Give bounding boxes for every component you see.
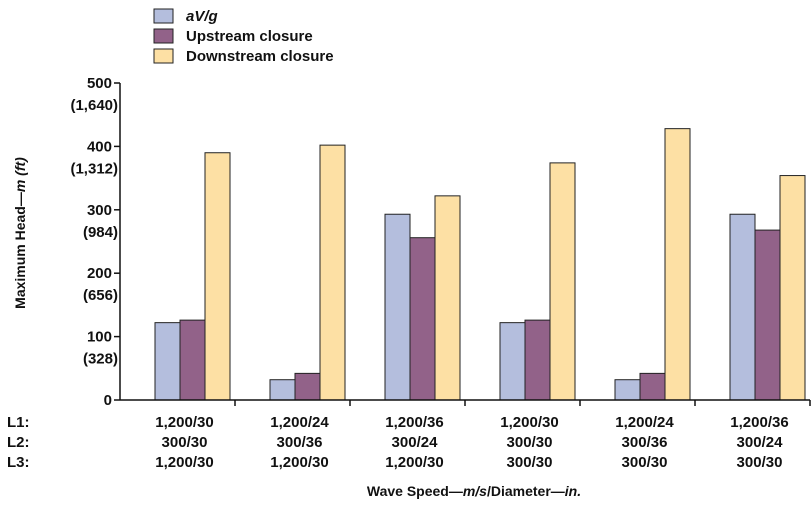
category-label-2-l2: 300/24 [392,434,439,451]
legend-label-0: aV/g [186,8,218,25]
y-tick-label-4: 400 [87,138,112,155]
row-label-0: L1: [7,414,30,431]
y-tick-label-2: 200 [87,265,112,282]
x-axis: L1: L2: L3: 1,200/30 300/30 1,200/30 1,200/24 3… [7,399,811,471]
category-label-3-l1: 1,200/30 [500,414,558,431]
y-axis-title-main: Maximum Head— [12,192,28,309]
category-label-5-l3: 300/30 [737,454,783,471]
y-tick-sublabel-2: (656) [83,287,118,304]
y-tick-label-5: 500 [87,75,112,92]
y-tick-label-0: 0 [104,392,112,409]
category-label-0-l3: 1,200/30 [155,454,213,471]
bar-4-2 [664,128,691,401]
bar-5-2 [779,175,806,401]
category-label-1-l2: 300/36 [277,434,323,451]
category-label-0-l1: 1,200/30 [155,414,213,431]
bar-3-0 [499,322,526,401]
y-tick-label-1: 100 [87,329,112,346]
y-tick-label-3: 300 [87,202,112,219]
bar-0-2 [204,152,231,401]
bar-0-0 [154,322,181,401]
category-label-1-l1: 1,200/24 [270,414,329,431]
y-tick-sublabel-1: (328) [83,351,118,368]
x-axis-title-part3: /Diameter— [487,483,565,499]
bar-2-2 [434,195,461,401]
legend: aV/g Upstream closure Downstream closure [153,8,334,65]
y-tick-sublabel-5: (1,640) [70,97,118,114]
y-axis-title: Maximum Head—m (ft) [12,157,28,309]
bar-2-1 [409,237,436,401]
y-axis-title-unit: m (ft) [12,157,28,192]
y-tick-sublabel-4: (1,312) [70,160,118,177]
category-label-4-l3: 300/30 [622,454,668,471]
legend-swatch-0 [153,8,174,24]
legend-label-2: Downstream closure [186,48,334,65]
legend-swatch-2 [153,48,174,64]
bar-5-0 [729,213,756,401]
bar-5-1 [754,229,781,401]
bar-3-2 [549,162,576,401]
category-label-3-l3: 300/30 [507,454,553,471]
row-label-2: L3: [7,454,30,471]
row-label-1: L2: [7,434,30,451]
category-label-2-l1: 1,200/36 [385,414,443,431]
category-label-4-l1: 1,200/24 [615,414,674,431]
category-label-5-l2: 300/24 [737,434,784,451]
bar-3-1 [524,319,551,401]
x-axis-title: Wave Speed—m/s/Diameter—in. [367,483,581,499]
bar-0-1 [179,319,206,401]
category-label-3-l2: 300/30 [507,434,553,451]
bar-4-1 [639,372,666,401]
y-axis: 0 100 (328) 200 (656) 300 (984) 400 (1,312) 500 (1… [70,75,121,409]
category-label-1-l3: 1,200/30 [270,454,328,471]
bars [154,128,806,401]
bar-1-2 [319,144,346,401]
x-axis-title-part1: Wave Speed— [367,483,463,499]
category-label-5-l1: 1,200/36 [730,414,788,431]
x-axis-title-part2: m/s [463,483,487,499]
bar-2-0 [384,213,411,401]
bar-4-0 [614,379,641,401]
y-tick-sublabel-3: (984) [83,224,118,241]
bar-1-1 [294,372,321,401]
x-axis-title-part4: in. [565,483,581,499]
legend-label-1: Upstream closure [186,28,313,45]
bar-1-0 [269,379,296,401]
category-label-4-l2: 300/36 [622,434,668,451]
legend-swatch-1 [153,28,174,44]
category-label-2-l3: 1,200/30 [385,454,443,471]
category-label-0-l2: 300/30 [162,434,208,451]
